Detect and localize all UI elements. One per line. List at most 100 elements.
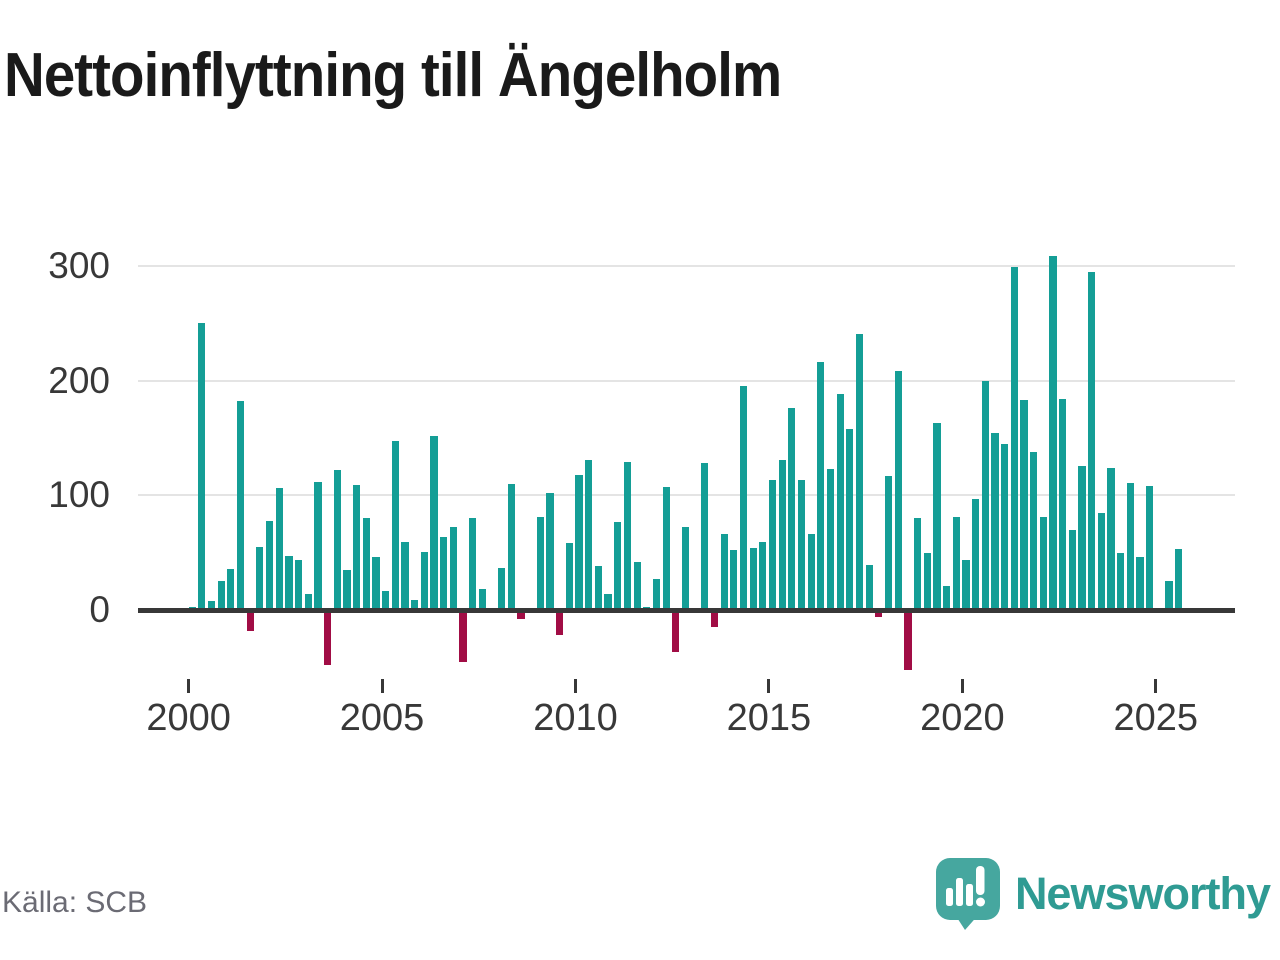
bar-2018-Q1 xyxy=(884,475,893,610)
x-axis-tick-2000 xyxy=(187,679,191,693)
bar-2022-Q2 xyxy=(1049,255,1057,610)
bar-2017-Q3 xyxy=(865,565,873,610)
bar-2009-Q2 xyxy=(546,493,554,610)
x-axis-tick-2015 xyxy=(767,679,771,693)
bar-2016-Q3 xyxy=(826,468,835,610)
bar-2007-Q2 xyxy=(469,518,477,610)
bar-2007-Q1 xyxy=(459,612,467,662)
bar-2019-Q4 xyxy=(952,517,960,610)
bar-2014-Q1 xyxy=(730,550,738,610)
bar-2018-Q4 xyxy=(914,518,922,610)
gridline-100 xyxy=(138,494,1235,497)
bar-2008-Q3 xyxy=(517,612,525,620)
bar-2019-Q2 xyxy=(933,423,941,610)
bar-2016-Q1 xyxy=(807,534,815,610)
y-axis-label-300: 300 xyxy=(48,244,110,286)
newsworthy-wordmark: Newsworthy xyxy=(1014,868,1271,919)
bar-2010-Q3 xyxy=(594,566,602,610)
newsworthy-bubble-icon xyxy=(935,858,1000,930)
bar-2016-Q4 xyxy=(836,394,844,610)
bar-2020-Q2 xyxy=(972,498,980,610)
bar-2018-Q3 xyxy=(904,612,912,670)
bar-2006-Q2 xyxy=(430,435,438,610)
bar-2005-Q2 xyxy=(391,441,399,610)
y-axis-label-0: 0 xyxy=(89,589,110,630)
bar-2015-Q2 xyxy=(778,459,786,610)
bar-2011-Q1 xyxy=(614,521,622,610)
bar-2009-Q1 xyxy=(536,517,544,610)
bar-2017-Q2 xyxy=(855,333,864,610)
x-axis-label-2010: 2010 xyxy=(533,697,618,739)
bar-2024-Q3 xyxy=(1136,557,1144,610)
bar-2002-Q3 xyxy=(285,556,293,610)
bar-icon-tall xyxy=(955,878,963,906)
bar-2013-Q3 xyxy=(710,612,719,628)
bar-2000-Q2 xyxy=(198,323,206,610)
bar-2021-Q3 xyxy=(1020,400,1028,610)
bar-2001-Q3 xyxy=(246,612,254,631)
bar-2012-Q4 xyxy=(681,527,690,610)
bar-2012-Q2 xyxy=(662,487,670,610)
bar-2015-Q4 xyxy=(797,480,806,610)
gridline-200 xyxy=(138,379,1235,382)
bar-2022-Q3 xyxy=(1059,399,1067,610)
x-axis-tick-2025 xyxy=(1154,679,1158,693)
bar-2016-Q2 xyxy=(817,362,825,610)
bar-2024-Q1 xyxy=(1117,552,1125,610)
x-axis-tick-2020 xyxy=(960,679,964,693)
x-axis-label-2000: 2000 xyxy=(146,697,231,739)
bar-2021-Q1 xyxy=(1001,443,1009,610)
bar-2014-Q4 xyxy=(759,542,767,610)
bar-2006-Q4 xyxy=(449,527,457,610)
bar-2017-Q1 xyxy=(846,428,854,610)
bar-2004-Q2 xyxy=(353,485,361,610)
bar-2024-Q2 xyxy=(1126,482,1134,610)
bar-2025-Q3 xyxy=(1175,549,1183,610)
bar-2011-Q2 xyxy=(623,462,632,610)
x-axis-label-2025: 2025 xyxy=(1113,697,1199,739)
x-axis-label-2005: 2005 xyxy=(339,697,425,739)
bar-2009-Q4 xyxy=(565,543,573,610)
bar-2011-Q3 xyxy=(633,561,641,610)
bar-2003-Q3 xyxy=(324,612,332,666)
bar-2006-Q3 xyxy=(440,536,448,610)
bar-2008-Q2 xyxy=(507,483,515,610)
bar-2023-Q2 xyxy=(1088,271,1096,610)
bar-2005-Q3 xyxy=(401,542,409,610)
x-axis-baseline xyxy=(138,608,1235,613)
bar-2012-Q3 xyxy=(672,612,680,653)
bar-2013-Q4 xyxy=(720,534,728,610)
y-axis-label-100: 100 xyxy=(48,474,110,516)
bar-2018-Q2 xyxy=(894,371,902,610)
bar-2001-Q1 xyxy=(227,568,235,610)
bar-2001-Q2 xyxy=(236,401,245,610)
bar-2015-Q3 xyxy=(788,408,796,610)
bar-2014-Q3 xyxy=(749,548,757,610)
bar-2023-Q4 xyxy=(1107,467,1115,610)
newsworthy-logo: Newsworthy xyxy=(935,856,1271,932)
bar-2007-Q3 xyxy=(478,589,486,610)
bar-2004-Q1 xyxy=(343,569,351,610)
bar-2021-Q4 xyxy=(1030,451,1038,610)
chart-title: Nettoinflyttning till Ängelholm xyxy=(4,41,782,110)
bar-2023-Q1 xyxy=(1078,465,1086,610)
gridline-300 xyxy=(138,264,1235,267)
bar-2014-Q2 xyxy=(739,386,748,610)
bar-2009-Q3 xyxy=(556,612,564,636)
bar-2004-Q3 xyxy=(362,518,370,610)
bar-2004-Q4 xyxy=(372,557,380,610)
bar-2019-Q3 xyxy=(943,585,951,610)
bar-2008-Q1 xyxy=(498,567,506,610)
x-axis-label-2015: 2015 xyxy=(726,697,812,739)
bar-2019-Q1 xyxy=(923,552,931,610)
bar-2024-Q4 xyxy=(1146,486,1154,610)
bar-2012-Q1 xyxy=(652,579,661,610)
bar-2017-Q4 xyxy=(875,612,883,617)
bar-2020-Q3 xyxy=(981,380,989,610)
bar-2005-Q1 xyxy=(382,590,390,610)
source-note: Källa: SCB xyxy=(2,886,148,919)
bar-2020-Q4 xyxy=(991,433,999,610)
bar-2013-Q2 xyxy=(701,463,709,610)
